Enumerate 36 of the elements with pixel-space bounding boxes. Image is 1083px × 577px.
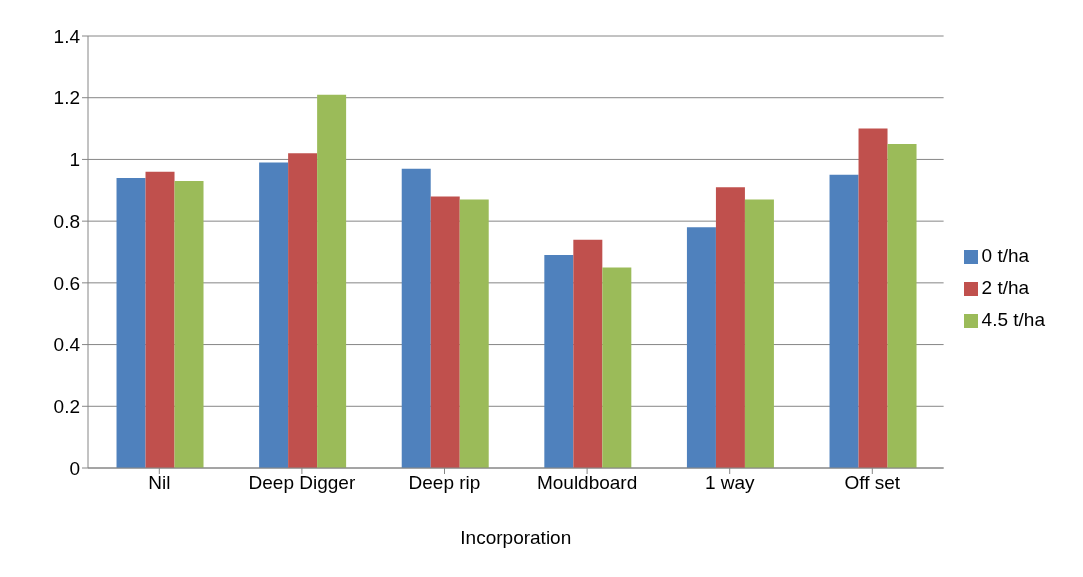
x-tick-label: 1 way (704, 472, 756, 494)
y-tick-label: 0.6 (53, 272, 80, 294)
y-tick-label: 0.2 (53, 396, 80, 418)
bar (686, 227, 716, 468)
x-tick-label: Off set (844, 472, 901, 494)
y-tick-label: 1 (69, 149, 80, 171)
bar (174, 181, 204, 468)
legend-label: 0 t/ha (981, 245, 1030, 266)
x-tick-label: Mouldboard (536, 472, 638, 494)
legend-label: 2 t/ha (981, 277, 1030, 298)
y-tick-label: 1.4 (53, 25, 81, 47)
bar (259, 162, 289, 468)
y-tick-label: 0 (69, 457, 80, 479)
bar (715, 187, 745, 468)
y-tick-label: 0.8 (53, 210, 80, 232)
y-tick-label: 0.4 (53, 334, 81, 356)
legend-label: 4.5 t/ha (981, 309, 1045, 330)
x-tick-label: Nil (148, 472, 171, 494)
bar (573, 239, 603, 468)
bar (544, 255, 574, 468)
bar (744, 199, 774, 468)
bar (887, 144, 917, 468)
bar (401, 168, 431, 468)
x-axis-title: Incorporation (460, 527, 572, 548)
x-tick-label: Deep rip (408, 472, 481, 494)
y-tick-label: 1.2 (53, 87, 80, 109)
bar (858, 128, 888, 468)
bar (430, 196, 460, 468)
bar (459, 199, 489, 468)
bar (317, 94, 347, 468)
bar (288, 153, 318, 468)
bar (145, 171, 175, 468)
x-tick-label: Deep Digger (248, 472, 356, 494)
bar (602, 267, 632, 468)
bar (829, 174, 859, 468)
bar (116, 177, 146, 468)
